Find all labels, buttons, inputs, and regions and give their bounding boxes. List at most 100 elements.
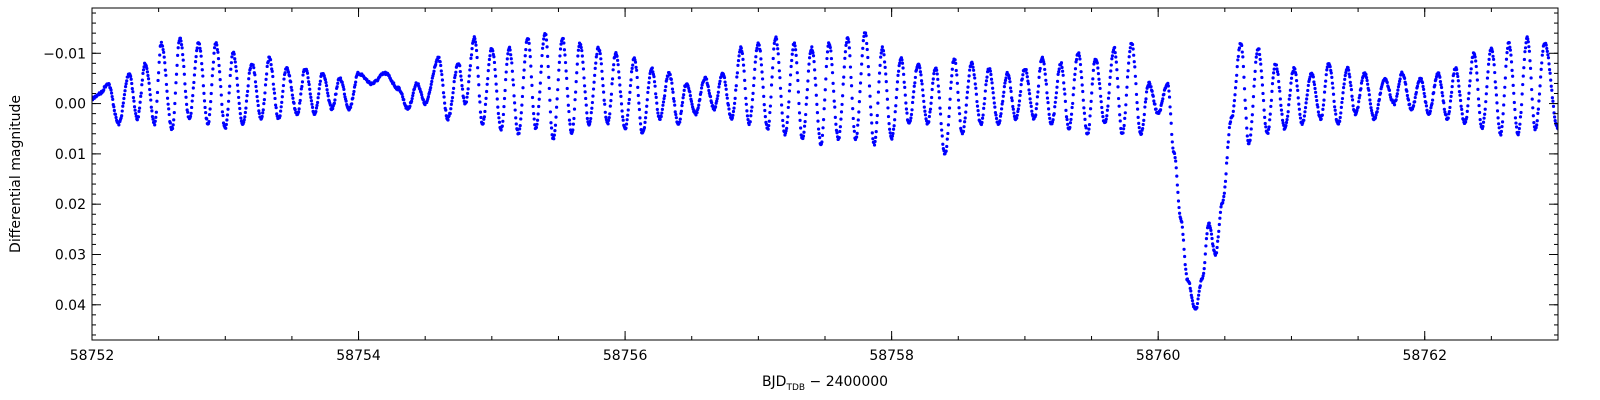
data-point: [1180, 225, 1184, 229]
data-point: [135, 118, 139, 122]
data-point: [1466, 97, 1471, 101]
data-point: [674, 112, 678, 117]
data-point: [604, 115, 608, 119]
data-point: [1528, 59, 1532, 63]
data-point: [141, 71, 145, 76]
data-point: [1019, 89, 1023, 94]
data-point: [1252, 77, 1257, 81]
data-point: [723, 80, 727, 84]
data-point: [946, 131, 950, 136]
data-point: [1513, 116, 1518, 120]
data-point: [1297, 102, 1301, 106]
data-point: [1012, 111, 1016, 115]
data-point: [772, 41, 776, 45]
data-point: [492, 55, 496, 59]
data-point: [1038, 69, 1042, 73]
data-point: [340, 80, 344, 84]
data-point: [1512, 91, 1516, 95]
data-point: [1303, 110, 1307, 114]
data-point: [411, 91, 415, 95]
data-point: [1137, 121, 1141, 125]
data-point: [305, 71, 310, 75]
data-point: [299, 92, 303, 96]
data-point: [137, 106, 142, 110]
data-point: [202, 99, 207, 103]
data-point: [494, 82, 498, 86]
data-point: [353, 83, 357, 87]
data-point: [280, 100, 284, 104]
data-point: [731, 113, 735, 117]
y-tick-label: 0.03: [55, 247, 86, 263]
data-point: [1125, 85, 1129, 89]
data-point: [162, 50, 166, 54]
data-point: [771, 66, 775, 70]
data-point: [165, 96, 170, 100]
data-point: [1504, 64, 1508, 68]
data-point: [654, 95, 658, 99]
data-point: [1053, 100, 1057, 104]
data-point: [1325, 68, 1329, 72]
data-point: [233, 60, 237, 64]
data-point: [573, 98, 577, 102]
data-point: [847, 40, 851, 44]
data-point: [1083, 117, 1087, 121]
data-point: [663, 88, 667, 93]
data-point: [1153, 102, 1157, 106]
data-point: [1316, 110, 1320, 114]
data-point: [1540, 61, 1544, 65]
data-point: [122, 96, 126, 101]
data-point: [1037, 75, 1041, 79]
data-point: [1263, 115, 1267, 119]
data-point: [919, 73, 923, 77]
data-point: [107, 82, 111, 87]
data-point: [1069, 117, 1073, 122]
data-point: [1148, 82, 1152, 86]
data-point: [895, 80, 900, 84]
x-axis-label: BJDTDB − 2400000: [762, 374, 888, 393]
data-point: [1314, 90, 1318, 94]
data-point: [1447, 109, 1451, 114]
data-point: [1493, 70, 1497, 75]
data-point: [648, 71, 652, 76]
data-point: [182, 72, 186, 76]
data-point: [1530, 97, 1534, 101]
data-point: [1304, 101, 1308, 105]
data-point: [957, 106, 961, 110]
data-point: [439, 63, 443, 68]
data-point: [1003, 81, 1007, 85]
data-point: [145, 70, 150, 74]
data-point: [469, 53, 474, 57]
data-point: [547, 75, 551, 79]
data-point: [180, 46, 184, 50]
data-point: [947, 114, 951, 119]
data-point: [816, 119, 820, 123]
data-point: [1087, 127, 1091, 131]
data-point: [1368, 98, 1372, 102]
data-point: [954, 68, 958, 73]
data-point: [1127, 55, 1131, 59]
data-point: [521, 86, 525, 90]
data-point: [1134, 92, 1139, 97]
data-point: [242, 118, 246, 122]
data-point: [1116, 85, 1120, 89]
data-point: [164, 82, 169, 87]
data-point: [416, 82, 420, 86]
data-point: [293, 108, 297, 112]
data-point: [212, 46, 217, 50]
data-point: [129, 77, 133, 81]
data-point: [199, 54, 203, 58]
data-point: [1142, 112, 1146, 117]
data-point: [332, 101, 336, 105]
data-point: [839, 117, 843, 121]
data-point: [885, 89, 889, 93]
data-point: [610, 77, 615, 81]
data-point: [1432, 91, 1436, 95]
data-point: [1349, 84, 1353, 88]
data-point: [668, 72, 672, 77]
data-point: [1467, 91, 1471, 95]
data-point: [1503, 76, 1507, 80]
data-point: [1259, 69, 1263, 73]
data-point: [650, 66, 654, 70]
data-point: [834, 128, 839, 132]
data-point: [1312, 80, 1316, 84]
